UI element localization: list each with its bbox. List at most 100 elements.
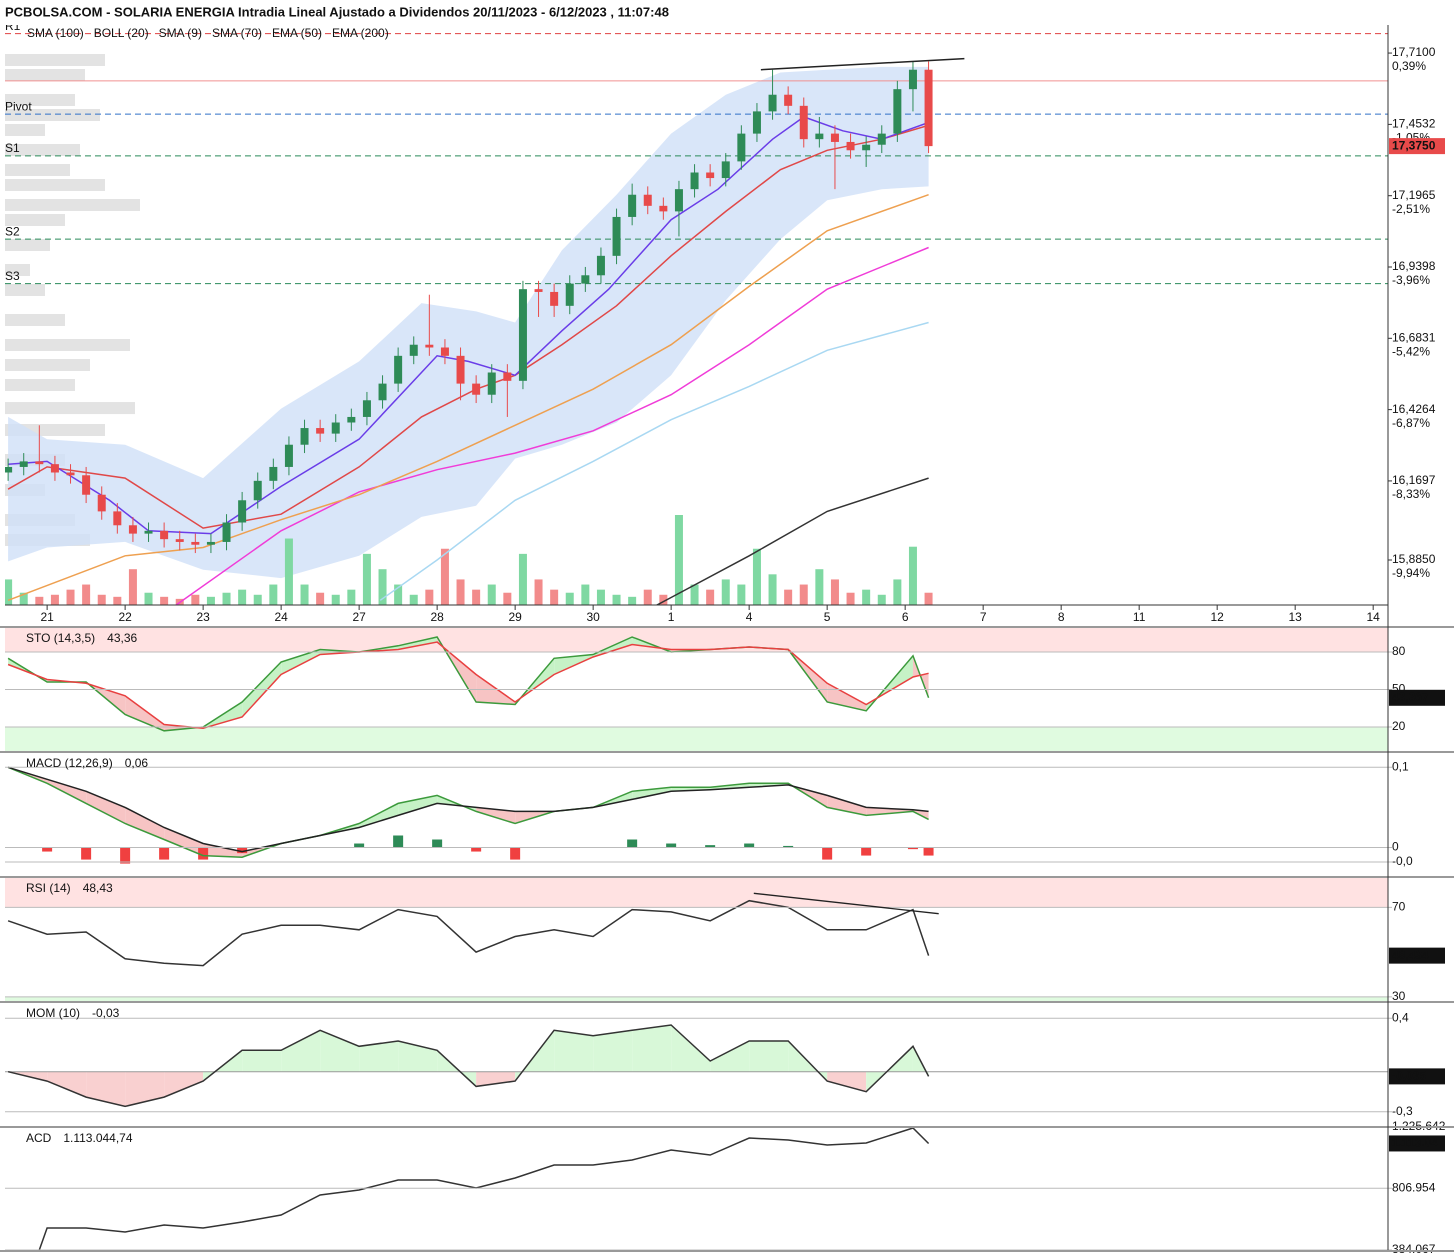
volume-profile-bar <box>5 402 135 415</box>
volume-bar <box>222 592 231 605</box>
fill-area <box>671 1024 711 1072</box>
indicator-line <box>379 321 929 601</box>
candle-body <box>50 464 59 473</box>
fill-area <box>554 1030 594 1072</box>
candle-body <box>191 541 200 545</box>
fill-area <box>398 795 438 816</box>
volume-profile-bar <box>5 339 130 351</box>
histogram-bar <box>510 847 521 860</box>
panel-title: ACD <box>26 1131 52 1145</box>
legend-entry: SMA (70) <box>212 26 262 40</box>
candle-body <box>612 216 621 256</box>
fill-area <box>47 779 87 804</box>
volume-bar <box>659 594 668 605</box>
zone <box>5 627 1388 652</box>
candle-body <box>5 466 13 473</box>
panel-title: STO (14,3,5) <box>26 631 95 645</box>
histogram-bar <box>198 847 209 860</box>
histogram-bar <box>783 845 794 848</box>
volume-bar <box>487 584 496 605</box>
x-tick-label: 7 <box>980 610 987 624</box>
volume-bar <box>908 546 917 605</box>
trendline <box>753 892 939 915</box>
volume-bar <box>862 589 871 605</box>
candle-body <box>596 255 605 276</box>
fill-area <box>86 1071 126 1107</box>
pivot-label: R1 <box>5 19 21 33</box>
candle-body <box>97 494 106 512</box>
volume-bar <box>472 589 481 605</box>
indicator-line <box>655 477 929 605</box>
volume-bar <box>893 579 902 605</box>
last-value-label: 43,367 <box>1392 690 1429 704</box>
bollinger-band <box>8 66 929 579</box>
y-tick-label: 80 <box>1392 644 1406 658</box>
volume-profile-bar <box>5 124 45 136</box>
histogram-bar <box>432 839 443 848</box>
candle-body <box>347 416 356 423</box>
candle-body <box>362 400 371 417</box>
x-tick-label: 1 <box>668 610 675 624</box>
pivot-label: S2 <box>5 224 20 238</box>
panel-title: MOM (10) <box>26 1006 80 1020</box>
histogram-bar <box>822 847 833 860</box>
fill-area <box>281 649 321 675</box>
candle-body <box>378 383 387 401</box>
legend-entry: BOLL (20) <box>94 26 149 40</box>
histogram-bar <box>159 847 170 860</box>
indicator-line <box>7 641 929 730</box>
candle-body <box>175 539 184 542</box>
candle-body <box>394 355 403 384</box>
fill-area <box>125 695 165 731</box>
indicator-line <box>7 1024 930 1108</box>
candle-body <box>752 111 761 134</box>
histogram-bar <box>354 843 365 848</box>
y-tick-label: 70 <box>1392 900 1406 914</box>
candle-body <box>737 133 746 162</box>
volume-bar <box>50 594 59 605</box>
panel-title: RSI (14) <box>26 881 71 895</box>
panel-reading: 48,43 <box>83 881 113 895</box>
x-tick-label: 21 <box>40 610 54 624</box>
candle-body <box>659 205 668 212</box>
y-tick-label: 16,9398 <box>1392 259 1436 273</box>
panel-title: MACD (12,26,9) <box>26 756 113 770</box>
volume-bar <box>877 594 886 605</box>
histogram-bar <box>627 839 638 848</box>
volume-bar <box>409 594 418 605</box>
fill-area <box>710 1040 750 1072</box>
x-tick-label: 6 <box>902 610 909 624</box>
volume-bar <box>191 594 200 605</box>
histogram-bar <box>861 847 872 856</box>
histogram-bar <box>666 843 677 848</box>
y-tick-label: 0,1 <box>1392 759 1409 773</box>
volume-bar <box>752 548 761 605</box>
candle-body <box>316 428 325 434</box>
y-tick-change: -9,94% <box>1392 566 1430 580</box>
fill-area <box>359 1040 399 1072</box>
fill-area <box>476 1071 516 1087</box>
candle-body <box>628 194 637 217</box>
x-tick-label: 11 <box>1133 610 1146 624</box>
candle-body <box>19 461 28 467</box>
histogram-bar <box>393 835 404 848</box>
indicator-line <box>7 766 929 858</box>
volume-profile-bar <box>5 179 105 191</box>
indicator-line <box>174 246 929 605</box>
y-tick-label: 16,4264 <box>1392 402 1436 416</box>
last-value-label: -0,035 <box>1392 1069 1426 1083</box>
volume-bar <box>144 592 153 605</box>
chart-title: PCBOLSA.COM - SOLARIA ENERGIA Intradia L… <box>5 4 669 19</box>
candle-body <box>503 372 512 381</box>
volume-bar <box>565 592 574 605</box>
pivot-label: Pivot <box>5 99 32 113</box>
y-tick-change: -5,42% <box>1392 344 1430 358</box>
histogram-bar <box>237 847 248 854</box>
y-tick-label: -0,3 <box>1392 1104 1413 1118</box>
candle-body <box>160 530 169 540</box>
volume-bar <box>331 594 340 605</box>
volume-bar <box>456 579 465 605</box>
fill-area <box>827 795 867 816</box>
y-tick-label: -0,0 <box>1392 854 1413 868</box>
fill-area <box>164 827 204 856</box>
